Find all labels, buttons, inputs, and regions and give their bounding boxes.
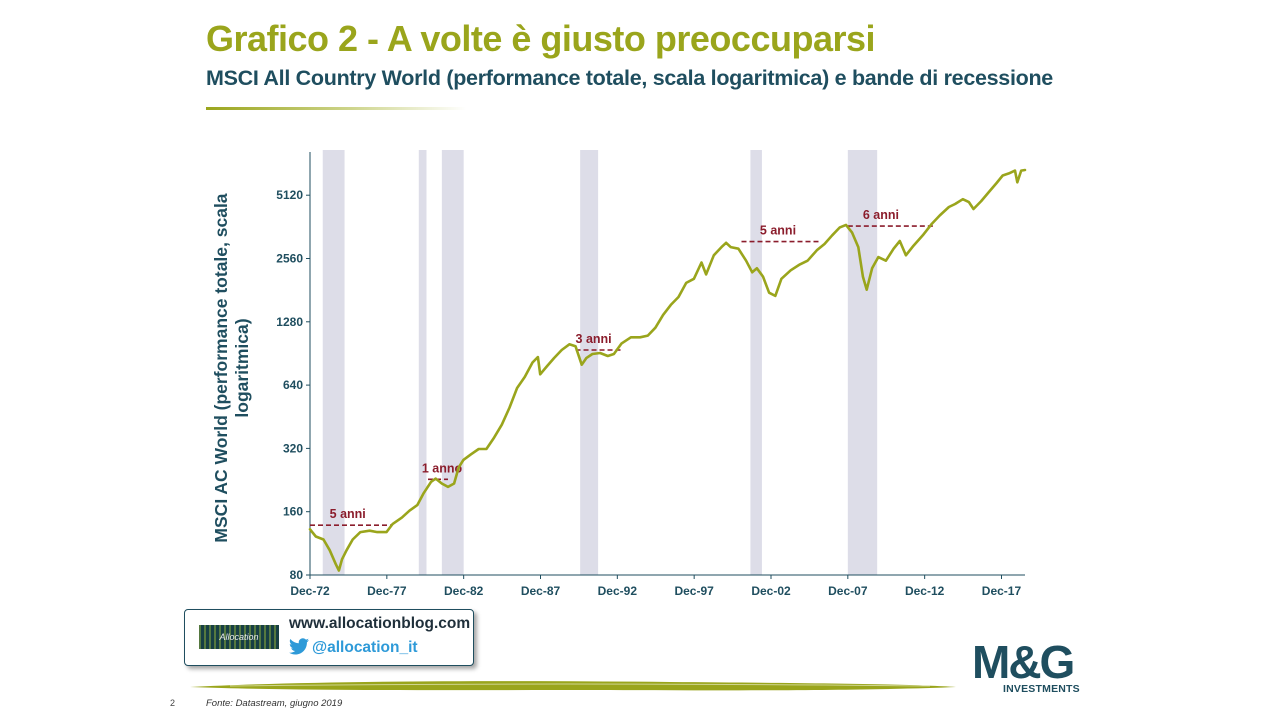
footer-brush-stroke	[190, 681, 956, 691]
allocation-logo-text: Allocation	[219, 632, 259, 642]
annotation-label-3: 3 anni	[576, 332, 612, 346]
x-tick-label: Dec-82	[444, 584, 484, 598]
mg-logo: M&G	[972, 636, 1075, 686]
blog-url-link[interactable]: www.allocationblog.com	[289, 615, 471, 632]
y-tick-label: 2560	[276, 252, 303, 266]
page-subtitle: MSCI All Country World (performance tota…	[206, 66, 1053, 90]
blog-badge[interactable]: Allocation www.allocationblog.com @alloc…	[184, 609, 474, 666]
x-tick-label: Dec-72	[290, 584, 330, 598]
y-tick-label: 1280	[276, 315, 303, 329]
twitter-link[interactable]: @allocation_it	[289, 638, 418, 657]
annotation-label-4: 5 anni	[760, 224, 796, 238]
x-tick-label: Dec-97	[674, 584, 714, 598]
series	[308, 168, 1027, 572]
annotation-label-5: 6 anni	[863, 208, 899, 222]
title-underline	[206, 107, 466, 110]
x-tick-label: Dec-77	[367, 584, 407, 598]
x-tick-label: Dec-12	[905, 584, 945, 598]
recession-bands	[322, 150, 878, 575]
page-title: Grafico 2 - A volte è giusto preoccupars…	[206, 18, 876, 59]
series-line-1	[308, 168, 1027, 572]
y-tick-label: 320	[283, 441, 303, 455]
x-tick-label: Dec-17	[982, 584, 1022, 598]
recession-band-5	[750, 150, 762, 575]
recession-band-2	[418, 150, 427, 575]
page-number: 2	[170, 698, 176, 708]
twitter-handle: @allocation_it	[312, 639, 418, 656]
annotation-label-1: 5 anni	[330, 507, 366, 521]
y-axis-label: MSCI AC World (performance totale, scala…	[211, 193, 252, 543]
axes: 80 160 320 640 1280 2560 5120 Dec-72 Dec-77 Dec-8…	[276, 152, 1025, 598]
x-tick-label: Dec-02	[751, 584, 791, 598]
recession-band-1	[322, 150, 345, 575]
x-tick-label: Dec-92	[598, 584, 638, 598]
recession-band-4	[580, 150, 599, 575]
source-note: Fonte: Datastream, giugno 2019	[206, 698, 343, 709]
twitter-bird-icon	[289, 638, 309, 655]
y-tick-label: 160	[283, 505, 303, 519]
recession-band-6	[847, 150, 878, 575]
y-tick-label: 80	[290, 568, 304, 582]
y-tick-label: 5120	[276, 188, 303, 202]
allocation-logo[interactable]: Allocation	[199, 625, 279, 649]
x-tick-label: Dec-87	[521, 584, 561, 598]
annotation-label-2: 1 anno	[422, 461, 463, 475]
x-tick-label: Dec-07	[828, 584, 868, 598]
recession-band-3	[441, 150, 464, 575]
y-tick-label: 640	[283, 378, 303, 392]
mg-logo-text: M&G	[972, 636, 1073, 686]
mg-logo-subtext: INVESTMENTS	[1003, 683, 1080, 695]
annotations: 5 anni 1 anno 3 anni 5 anni 6 anni	[310, 208, 934, 527]
